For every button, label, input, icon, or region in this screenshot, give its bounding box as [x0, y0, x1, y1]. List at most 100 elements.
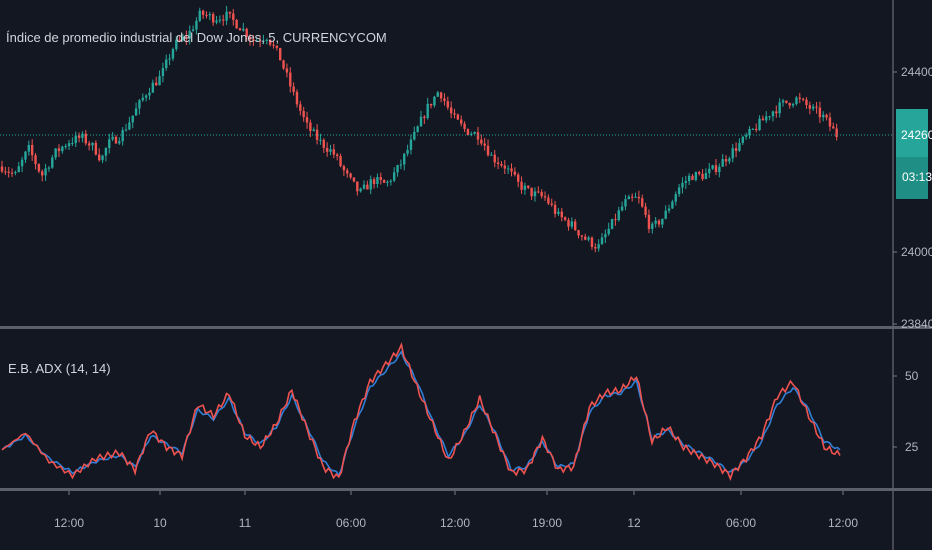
candle	[64, 143, 67, 150]
indicator-pane[interactable]	[1, 341, 841, 482]
candle-body	[473, 132, 476, 134]
candle	[614, 213, 617, 226]
candle-body	[382, 179, 386, 183]
candle-body	[738, 142, 741, 151]
candle-body	[617, 210, 620, 221]
candle	[654, 217, 657, 228]
candle	[218, 15, 222, 24]
candle	[319, 133, 322, 145]
candle-body	[808, 105, 812, 109]
candle-body	[825, 114, 828, 118]
candle	[339, 153, 342, 168]
candle-body	[657, 220, 661, 225]
candle	[520, 176, 523, 194]
candle-body	[771, 111, 775, 117]
candle	[483, 137, 486, 151]
candle	[711, 164, 714, 170]
candle-body	[480, 139, 483, 144]
candle	[356, 181, 359, 196]
candle-body	[101, 155, 104, 161]
candle-body	[815, 106, 818, 108]
candle-body	[165, 59, 168, 69]
candle-body	[718, 166, 721, 173]
time-tick-label: 10	[153, 516, 167, 530]
candle	[242, 22, 245, 32]
candle	[165, 54, 168, 71]
candle-body	[191, 29, 195, 31]
candle	[674, 191, 677, 206]
candle-body	[744, 135, 748, 137]
candle-body	[741, 136, 744, 143]
candle-body	[560, 211, 563, 218]
candle	[832, 122, 835, 129]
candle-body	[362, 184, 366, 189]
candle-body	[547, 197, 550, 204]
candle	[778, 98, 781, 118]
candle	[828, 112, 832, 132]
candle-body	[342, 166, 346, 171]
candle-body	[319, 139, 322, 141]
candle-body	[7, 171, 10, 173]
candle-body	[104, 148, 108, 156]
candle-body	[228, 11, 232, 14]
candle-body	[614, 219, 617, 221]
candle	[822, 111, 825, 122]
indicator-tick-label: 50	[905, 369, 919, 383]
candle-body	[520, 181, 523, 190]
candle	[342, 164, 346, 176]
candle-body	[573, 221, 577, 231]
price-pane[interactable]	[0, 6, 893, 253]
candle	[419, 110, 423, 127]
candle-body	[463, 123, 466, 129]
candle-body	[54, 148, 57, 158]
candle-body	[299, 104, 302, 111]
candle	[161, 62, 165, 83]
candle	[550, 198, 553, 207]
candle-body	[215, 20, 218, 23]
time-tick-label: 06:00	[336, 516, 366, 530]
candle-body	[433, 96, 436, 106]
candle	[738, 138, 741, 152]
candle-body	[81, 133, 84, 138]
candle-body	[34, 155, 37, 165]
candle-body	[446, 101, 450, 108]
candle-body	[597, 244, 600, 249]
candle	[667, 204, 671, 214]
candle-body	[285, 68, 289, 73]
candle	[734, 142, 738, 158]
candle-body	[171, 49, 175, 59]
candle	[694, 171, 698, 182]
candle-body	[289, 72, 292, 87]
candle	[765, 111, 768, 124]
candle	[433, 95, 436, 108]
candle	[191, 25, 195, 32]
candle-body	[537, 191, 540, 193]
candle	[627, 194, 631, 200]
candle-body	[272, 44, 275, 46]
candle-body	[252, 39, 255, 41]
candle-body	[711, 165, 714, 169]
candle-body	[416, 126, 419, 132]
candle	[506, 165, 510, 174]
price-axis-labels: 24400 24000 23840	[893, 65, 932, 331]
candle-body	[14, 172, 17, 174]
candle-body	[724, 159, 728, 162]
candle	[238, 27, 242, 31]
candle	[41, 169, 44, 182]
candle-body	[77, 135, 81, 138]
candle	[255, 37, 258, 42]
candle	[741, 135, 744, 146]
candle-body	[630, 196, 634, 198]
candle	[567, 217, 570, 231]
candle-body	[641, 198, 644, 207]
candle-body	[600, 237, 604, 245]
candle-body	[496, 162, 500, 164]
candle	[124, 123, 128, 132]
candle-body	[201, 10, 205, 15]
candle	[610, 218, 614, 230]
current-price-badge: 24260 03:13	[896, 109, 932, 199]
candle-body	[805, 99, 808, 106]
candle-body	[822, 114, 825, 118]
